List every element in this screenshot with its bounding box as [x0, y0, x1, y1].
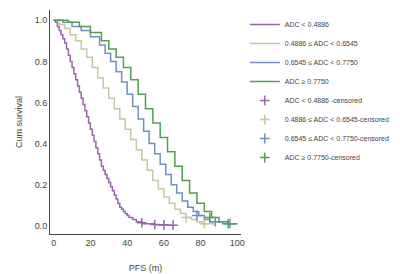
svg-text:40: 40 [122, 238, 132, 248]
svg-text:0.0: 0.0 [35, 221, 48, 231]
svg-text:ADC < 0.4886 -censored: ADC < 0.4886 -censored [285, 97, 362, 104]
svg-text:0.6: 0.6 [35, 98, 48, 108]
svg-text:0.4886 ≤ ADC < 0.6545: 0.4886 ≤ ADC < 0.6545 [285, 40, 358, 47]
svg-text:0.4: 0.4 [35, 139, 48, 149]
svg-text:80: 80 [196, 238, 206, 248]
svg-text:0.4886 ≤ ADC < 0.6545-censored: 0.4886 ≤ ADC < 0.6545-censored [285, 116, 389, 123]
svg-text:ADC < 0.4886: ADC < 0.4886 [285, 21, 329, 28]
svg-text:0.6545 ≤ ADC < 0.7750: 0.6545 ≤ ADC < 0.7750 [285, 59, 358, 66]
svg-text:PFS (m): PFS (m) [129, 263, 163, 273]
svg-text:0: 0 [51, 238, 56, 248]
svg-text:ADC ≥ 0.7750: ADC ≥ 0.7750 [285, 78, 329, 85]
svg-text:ADC ≥ 0.7750-censored: ADC ≥ 0.7750-censored [285, 154, 360, 161]
svg-text:0.8: 0.8 [35, 57, 48, 67]
svg-text:100: 100 [230, 238, 245, 248]
svg-text:20: 20 [85, 238, 95, 248]
svg-text:Cum survival: Cum survival [14, 96, 24, 148]
svg-text:60: 60 [159, 238, 169, 248]
svg-text:0.6545 ≤ ADC < 0.7750-censored: 0.6545 ≤ ADC < 0.7750-censored [285, 135, 389, 142]
svg-text:1.0: 1.0 [35, 15, 48, 25]
svg-text:0.2: 0.2 [35, 180, 48, 190]
